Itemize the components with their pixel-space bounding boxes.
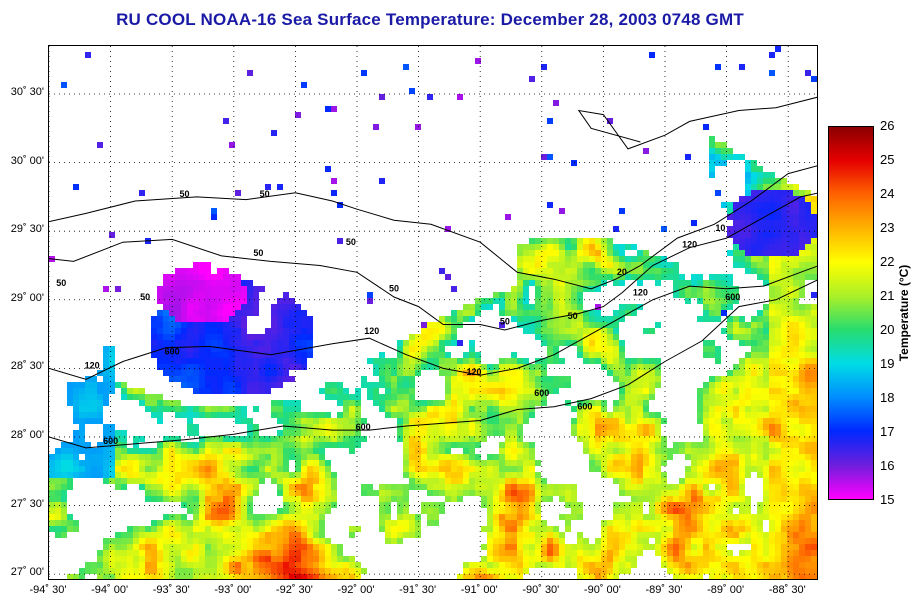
contour-label: 20 [617,267,627,277]
colorbar-tick-label: 19 [880,356,895,371]
longitude-label: -94˚ 00' [91,584,129,596]
colorbar-tick-label: 22 [880,254,895,269]
colorbar-tick-label: 15 [880,492,895,507]
sst-pixels [49,46,817,579]
colorbar-label: Temperature (°C) [897,264,911,362]
bathymetry-contours [49,96,817,449]
graticule [49,46,817,579]
contour-label: 50 [56,278,66,288]
latitude-label: 29˚ 00' [10,291,44,304]
contour-label: 50 [346,237,356,247]
latitude-label: 27˚ 30' [10,497,44,510]
contour-label: 50 [140,292,150,302]
contour-label: 600 [577,402,592,412]
latitude-label: 30˚ 30' [10,86,44,98]
latitude-label: 30˚ 00' [10,154,44,167]
longitude-label: -89˚ 30' [645,584,683,596]
longitude-label: -93˚ 30' [152,584,190,596]
longitude-label: -90˚ 30' [522,584,560,596]
longitude-label: -92˚ 30' [275,584,313,596]
contour-label: 120 [85,360,100,370]
longitude-label: -91˚ 30' [399,584,437,596]
colorbar-tick-label: 16 [880,458,895,473]
map-title: RU COOL NOAA-16 Sea Surface Temperature:… [116,10,744,29]
contour-label: 600 [165,347,180,357]
colorbar-tick-label: 24 [880,186,895,201]
longitude-label: -91˚ 00' [460,584,498,596]
latitude-label: 28˚ 00' [10,428,44,441]
contour-label: 120 [467,367,482,377]
colorbar-tick-label: 18 [880,390,895,405]
latitude-label: 28˚ 30' [10,360,44,373]
contour-label: 120 [682,240,697,250]
contour-label: 600 [356,422,371,432]
contour-label: 120 [364,326,379,336]
longitude-label: -93˚ 00' [214,584,252,596]
latitude-label: 27˚ 00' [10,566,44,579]
sst-map-svg: 50 50 50 50 50 50 50 50 50 120 120 120 120 120 20 600 60… [49,46,817,579]
sst-map-panel[interactable]: 50 50 50 50 50 50 50 50 50 120 120 120 120 120 20 600 60… [48,45,818,580]
contour-labels: 50 50 50 50 50 50 50 50 50 120 120 120 120 120 20 600 60… [56,189,740,446]
longitude-label: -92˚ 00' [337,584,375,596]
colorbar-tick-label: 21 [880,288,895,303]
contour-label: 50 [389,284,399,294]
colorbar-tick-label: 23 [880,220,895,235]
contour-label: 50 [500,316,510,326]
contour-label: 50 [253,248,263,258]
colorbar-tick-label: 17 [880,424,895,439]
colorbar-tick-label: 26 [880,118,895,133]
contour-label: 10 [715,223,725,233]
contour-label: 50 [260,189,270,199]
contour-label: 600 [725,292,740,302]
contour-label: 50 [180,189,190,199]
longitude-label: -94˚ 30' [29,584,67,596]
colorbar-tick-label: 20 [880,322,895,337]
longitude-label: -89˚ 00' [707,584,745,596]
contour-label: 600 [103,436,118,446]
longitude-label: -90˚ 00' [583,584,621,596]
contour-label: 50 [568,311,578,321]
contour-label: 600 [534,388,549,398]
colorbar-tick-label: 25 [880,152,895,167]
temperature-colorbar [828,126,874,500]
contour-label: 120 [633,288,648,298]
longitude-label: -88˚ 30' [768,584,806,596]
latitude-label: 29˚ 30' [10,223,44,236]
